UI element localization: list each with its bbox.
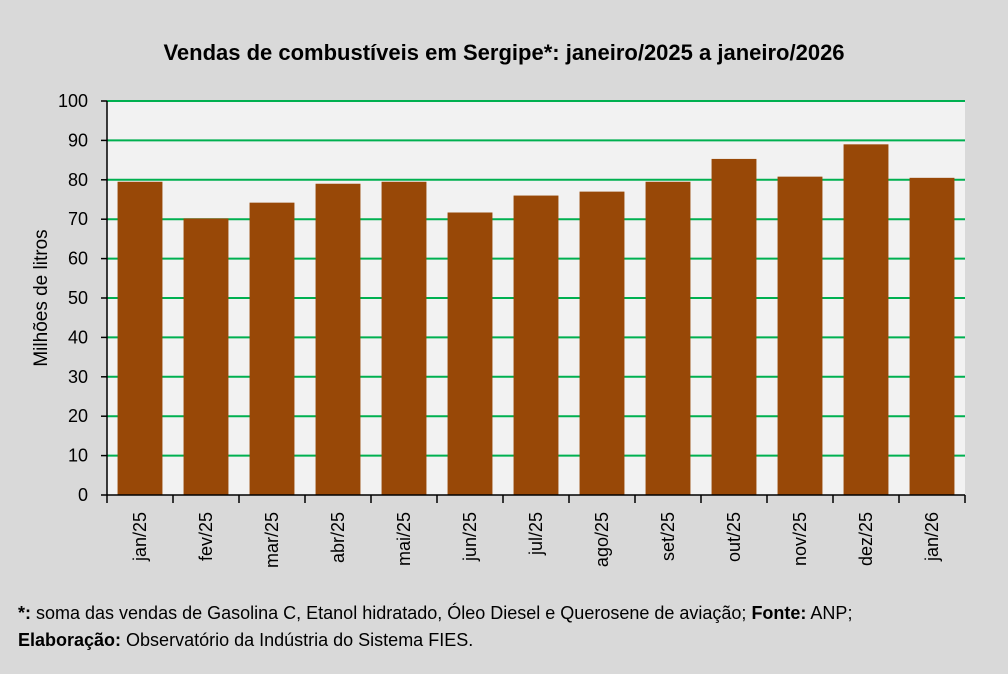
y-tick-label: 100 <box>58 91 88 111</box>
bar <box>843 144 889 495</box>
y-axis-label: Milhões de litros <box>31 229 52 366</box>
bar <box>447 212 493 495</box>
bar <box>777 176 823 495</box>
bar <box>117 181 163 495</box>
y-tick-label: 70 <box>68 209 88 229</box>
footnote-credit: Observatório da Indústria do Sistema FIE… <box>121 630 474 650</box>
bar <box>381 181 427 495</box>
footnote-description: soma das vendas de Gasolina C, Etanol hi… <box>31 603 752 623</box>
x-tick-label: ago/25 <box>592 512 612 567</box>
bar <box>711 158 757 495</box>
x-tick-label: dez/25 <box>856 512 876 566</box>
bar <box>909 177 955 495</box>
y-tick-label: 10 <box>68 446 88 466</box>
footnote: *: soma das vendas de Gasolina C, Etanol… <box>18 600 998 654</box>
footnote-credit-label: Elaboração: <box>18 630 122 650</box>
y-tick-label: 20 <box>68 406 88 426</box>
footnote-source-label: Fonte: <box>751 603 807 623</box>
bars <box>117 144 955 496</box>
x-tick-label: abr/25 <box>328 512 348 563</box>
bar-chart: 0 10 20 30 40 50 60 70 80 90 100 jan/25 fev/25 mar/2… <box>31 91 966 568</box>
y-tick-label: 50 <box>68 288 88 308</box>
y-tick-label: 30 <box>68 367 88 387</box>
bar <box>249 202 295 496</box>
x-tick-label: mai/25 <box>394 512 414 566</box>
x-tick-label: mar/25 <box>262 512 282 568</box>
x-tick-label: jun/25 <box>460 512 480 562</box>
axes <box>101 100 966 503</box>
x-tick-label: jul/25 <box>526 512 546 556</box>
x-tick-labels: jan/25 fev/25 mar/25 abr/25 mai/25 jun/25 jul/… <box>130 512 942 568</box>
bar <box>315 183 361 496</box>
x-tick-label: jan/25 <box>130 512 150 562</box>
y-tick-label: 90 <box>68 130 88 150</box>
bar <box>645 181 691 495</box>
footnote-line-2: Elaboração: Observatório da Indústria do… <box>18 627 998 654</box>
y-tick-labels: 0 10 20 30 40 50 60 70 80 90 100 <box>58 91 88 505</box>
y-tick-label: 60 <box>68 249 88 269</box>
y-tick-label: 40 <box>68 327 88 347</box>
y-tick-label: 0 <box>78 485 88 505</box>
x-tick-label: out/25 <box>724 512 744 562</box>
chart-title: Vendas de combustíveis em Sergipe*: jane… <box>163 40 845 65</box>
bar <box>579 191 625 495</box>
x-tick-label: fev/25 <box>196 512 216 561</box>
bar <box>183 218 229 496</box>
x-tick-label: set/25 <box>658 512 678 561</box>
x-tick-label: nov/25 <box>790 512 810 566</box>
footnote-asterisk: *: <box>18 603 31 623</box>
bar <box>513 195 559 495</box>
footnote-source: ANP; <box>806 603 853 623</box>
y-tick-label: 80 <box>68 170 88 190</box>
x-tick-label: jan/26 <box>922 512 942 562</box>
footnote-line-1: *: soma das vendas de Gasolina C, Etanol… <box>18 600 998 627</box>
